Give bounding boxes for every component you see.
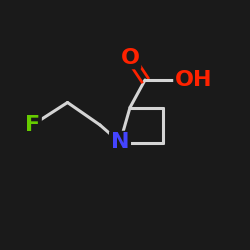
- Text: F: F: [25, 115, 40, 135]
- Text: OH: OH: [175, 70, 212, 90]
- Text: O: O: [120, 48, 140, 68]
- Text: N: N: [111, 132, 129, 152]
